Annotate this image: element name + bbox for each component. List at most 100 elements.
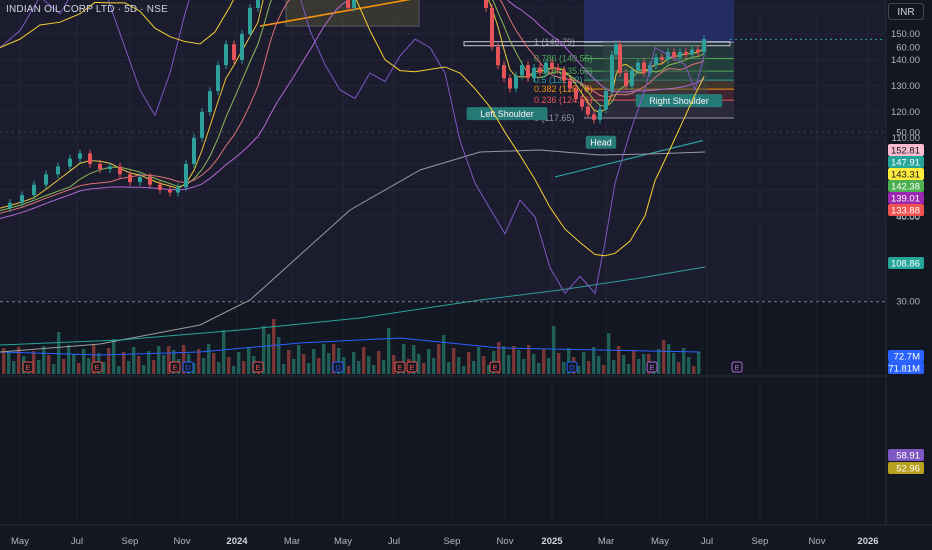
volume-bar — [302, 354, 306, 374]
volume-bar — [222, 330, 226, 374]
volume-bar — [612, 360, 616, 374]
volume-bar — [147, 351, 151, 374]
candle — [586, 106, 590, 115]
candle — [678, 52, 682, 58]
candle — [118, 166, 122, 175]
volume-bar — [552, 326, 556, 374]
volume-bar — [92, 344, 96, 374]
volume-bar — [637, 359, 641, 374]
candle — [520, 65, 524, 76]
volume-ma — [0, 337, 701, 356]
price-tag-label: 133.88 — [891, 206, 920, 217]
candle — [526, 65, 530, 79]
volume-bar — [237, 352, 241, 374]
volume-bar — [112, 339, 116, 374]
candle — [56, 166, 60, 175]
candle — [192, 137, 196, 164]
volume-bar — [282, 364, 286, 374]
volume-bar — [537, 363, 541, 374]
candle — [20, 195, 24, 203]
ma-grey — [0, 149, 706, 353]
volume-bar — [372, 365, 376, 374]
volume-bar — [692, 366, 696, 374]
event-marker — [182, 361, 194, 373]
candle — [598, 109, 602, 120]
volume-bar — [582, 352, 586, 374]
time-tick-label: Jul — [71, 536, 83, 547]
volume-bar — [617, 346, 621, 374]
volume-tag — [888, 350, 924, 362]
volume-bar — [672, 353, 676, 374]
time-tick-label: 2024 — [226, 536, 248, 547]
volume-bar — [577, 366, 581, 374]
volume-bar — [462, 366, 466, 374]
time-tick-label: Jul — [701, 536, 713, 547]
event-marker — [731, 361, 743, 373]
volume-bar — [452, 348, 456, 374]
candle — [580, 98, 584, 107]
volume-bar — [117, 366, 121, 374]
price-tag-label: 139.01 — [891, 194, 920, 205]
candle — [614, 44, 618, 55]
volume-bar — [122, 352, 126, 374]
symbol-title: INDIAN OIL CORP LTD · 5D · NSE — [6, 4, 168, 15]
volume-bar — [562, 362, 566, 374]
time-tick-label: 2026 — [857, 536, 878, 547]
event-marker — [406, 361, 418, 373]
volume-bar — [447, 362, 451, 374]
neckline-box — [463, 41, 731, 47]
volume-bar — [667, 344, 671, 374]
candle — [232, 44, 236, 60]
time-tick-label: Mar — [598, 536, 614, 547]
volume-bar — [592, 347, 596, 374]
volume-bar — [342, 357, 346, 374]
event-marker — [394, 361, 406, 373]
candle — [660, 57, 664, 60]
volume-bar — [357, 361, 361, 374]
rsi-tag-label: 58.91 — [896, 451, 920, 462]
volume-bar — [642, 354, 646, 374]
volume-bar — [267, 334, 271, 374]
pattern-label: Right Shoulder — [649, 96, 709, 106]
event-marker — [22, 361, 34, 373]
volume-bar — [82, 349, 86, 374]
candle — [618, 44, 622, 73]
volume-bar — [337, 348, 341, 374]
time-tick-label: May — [11, 536, 29, 547]
volume-tag-label: 72.7M — [894, 352, 920, 363]
candle — [610, 54, 614, 92]
candle — [138, 176, 142, 183]
time-tick-label: Nov — [497, 536, 514, 547]
volume-bar — [402, 344, 406, 374]
pattern-label-bg — [585, 135, 617, 149]
volume-bar — [277, 337, 281, 374]
candle — [240, 33, 244, 60]
rsi-tag-label: 52.96 — [896, 464, 920, 475]
event-marker — [91, 361, 103, 373]
volume-bar — [152, 360, 156, 374]
volume-bar — [622, 355, 626, 374]
price-tick-label: 130.00 — [891, 81, 920, 92]
candle — [654, 57, 658, 66]
volume-bar — [7, 352, 11, 374]
volume-bar — [532, 354, 536, 374]
volume-bar — [317, 358, 321, 374]
volume-bar — [37, 360, 41, 374]
candle — [568, 80, 572, 89]
volume-bar — [192, 363, 196, 374]
fib-label: 0.786 (140.55) — [534, 53, 593, 63]
event-marker-label: E — [492, 363, 497, 372]
volume-bar — [12, 361, 16, 374]
candle — [690, 49, 694, 55]
candle — [624, 72, 628, 86]
candle — [484, 0, 488, 8]
event-marker — [169, 361, 181, 373]
rsi-line — [0, 0, 705, 295]
candle — [8, 202, 12, 209]
candle — [128, 174, 132, 183]
currency-selector[interactable]: INR — [888, 3, 924, 20]
fib-zone — [584, 80, 734, 90]
volume-bar — [352, 352, 356, 374]
volume-bar — [362, 347, 366, 374]
